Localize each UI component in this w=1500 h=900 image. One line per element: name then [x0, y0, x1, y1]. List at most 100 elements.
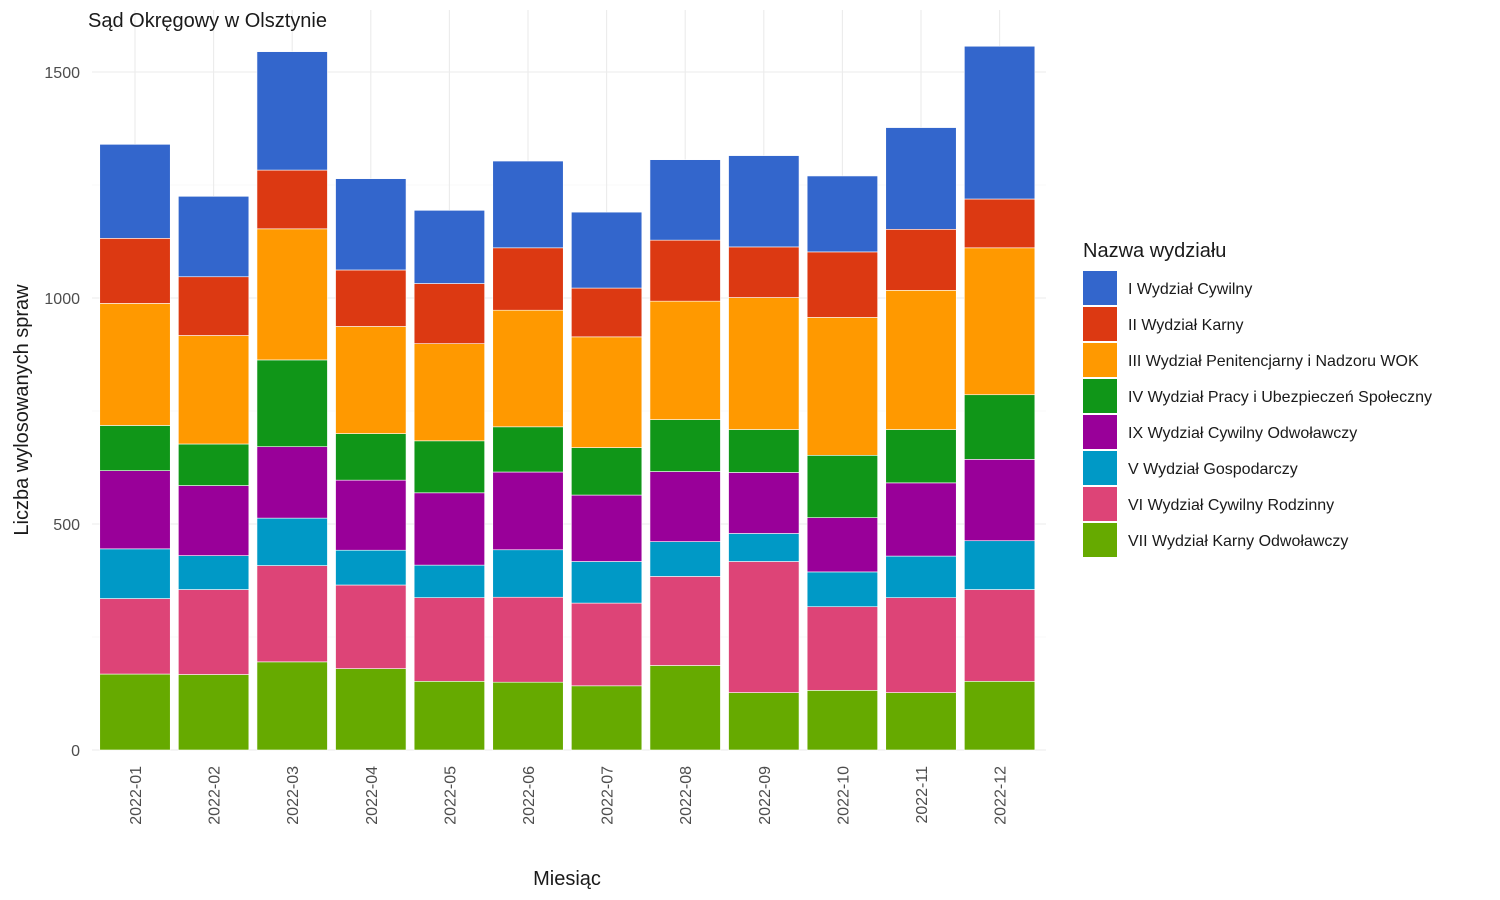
bar-segment — [806, 606, 878, 691]
bar-segment — [413, 343, 485, 442]
bar-segment — [492, 681, 564, 751]
bar-segment — [885, 127, 957, 230]
bar-segment — [256, 446, 328, 519]
bar-segment — [964, 198, 1036, 249]
legend-swatch — [1083, 415, 1117, 449]
legend-swatch — [1083, 271, 1117, 305]
bar-segment — [571, 602, 643, 687]
bar-segment — [964, 247, 1036, 396]
bar-segment — [335, 549, 407, 586]
legend-swatch — [1083, 523, 1117, 557]
bar-segment — [649, 665, 721, 751]
bar-segment — [492, 426, 564, 473]
bar-segment — [728, 155, 800, 248]
bar-segment — [256, 661, 328, 751]
bar-segment — [178, 443, 250, 486]
bar-segment — [728, 561, 800, 693]
bar-segment — [413, 283, 485, 344]
bar-segment — [335, 178, 407, 271]
bar-segment — [178, 589, 250, 675]
bar-segment — [649, 159, 721, 241]
bar-segment — [256, 51, 328, 171]
bar-segment — [492, 471, 564, 551]
legend-title: Nazwa wydziału — [1083, 240, 1226, 262]
bar-segment — [413, 597, 485, 682]
bar-segment — [99, 144, 171, 239]
bar-segment — [256, 169, 328, 230]
x-tick-label: 2022-08 — [678, 766, 695, 825]
y-tick-label: 500 — [53, 517, 80, 534]
legend-label: IX Wydział Cywilny Odwoławczy — [1128, 425, 1357, 442]
x-tick-label: 2022-07 — [600, 766, 617, 825]
bar-segment — [178, 196, 250, 278]
x-tick-label: 2022-03 — [285, 766, 302, 825]
bar-segment — [885, 555, 957, 598]
legend-label: IV Wydział Pracy i Ubezpieczeń Społeczny — [1128, 389, 1432, 406]
bar-segment — [256, 359, 328, 448]
bar-segment — [413, 492, 485, 566]
bar-segment — [806, 175, 878, 253]
bar-segment — [964, 394, 1036, 460]
bar-segment — [649, 576, 721, 666]
bar-segment — [413, 210, 485, 284]
bar-segment — [885, 290, 957, 430]
legend-label: II Wydział Karny — [1128, 317, 1243, 334]
bar-segment — [492, 247, 564, 311]
legend-swatch — [1083, 307, 1117, 341]
bar-segment — [571, 336, 643, 448]
bar-segment — [806, 517, 878, 573]
chart-title: Sąd Okręgowy w Olsztynie — [88, 10, 327, 32]
bar-segment — [728, 246, 800, 298]
bar-segment — [728, 297, 800, 430]
bar-segment — [413, 680, 485, 751]
bar-segment — [99, 238, 171, 304]
bar-segment — [885, 692, 957, 751]
bars — [99, 45, 1036, 751]
bar-segment — [492, 596, 564, 683]
bar-segment — [413, 440, 485, 494]
bar-segment — [178, 674, 250, 751]
x-tick-label: 2022-02 — [207, 766, 224, 825]
bar-segment — [806, 317, 878, 456]
bar-segment — [413, 564, 485, 598]
y-axis-title: Liczba wylosowanych spraw — [11, 284, 33, 536]
x-axis-title: Miesiąc — [533, 868, 601, 890]
x-tick-label: 2022-12 — [993, 766, 1010, 825]
legend-label: III Wydział Penitencjarny i Nadzoru WOK — [1128, 353, 1419, 370]
bar-segment — [99, 470, 171, 550]
bar-segment — [178, 276, 250, 336]
bar-segment — [335, 269, 407, 327]
legend-swatch — [1083, 451, 1117, 485]
bar-segment — [728, 472, 800, 534]
legend-label: V Wydział Gospodarczy — [1128, 461, 1298, 478]
bar-segment — [728, 533, 800, 562]
bar-segment — [492, 549, 564, 598]
legend-label: VI Wydział Cywilny Rodzinny — [1128, 497, 1334, 514]
bar-segment — [649, 419, 721, 472]
x-tick-label: 2022-05 — [442, 766, 459, 825]
bar-segment — [649, 471, 721, 542]
bar-segment — [571, 494, 643, 562]
legend-swatch — [1083, 487, 1117, 521]
bar-segment — [571, 287, 643, 338]
y-axis: 0 500 1000 1500 — [44, 65, 80, 760]
x-tick-label: 2022-04 — [364, 766, 381, 825]
bar-segment — [256, 228, 328, 361]
bar-segment — [728, 692, 800, 751]
bar-segment — [99, 598, 171, 675]
bar-segment — [178, 485, 250, 556]
bar-segment — [964, 45, 1036, 200]
bar-segment — [806, 251, 878, 318]
legend-swatch — [1083, 379, 1117, 413]
x-tick-label: 2022-11 — [914, 766, 931, 824]
bar-segment — [335, 326, 407, 434]
bar-segment — [964, 540, 1036, 590]
bar-segment — [99, 548, 171, 599]
x-tick-label: 2022-06 — [521, 766, 538, 825]
bar-segment — [335, 668, 407, 751]
bar-segment — [571, 685, 643, 751]
bar-segment — [806, 690, 878, 751]
bar-segment — [571, 211, 643, 289]
bar-segment — [492, 309, 564, 428]
